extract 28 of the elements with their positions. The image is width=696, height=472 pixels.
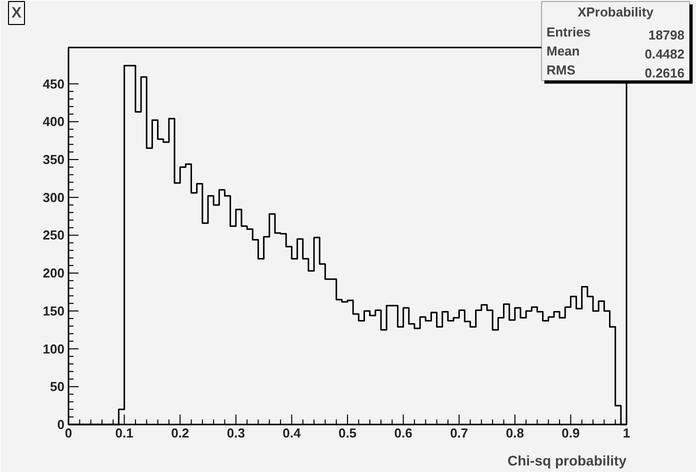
text: 0.2616 [644,66,685,80]
y-tick-label: 200 [42,266,65,281]
x-tick-label: 0.2 [171,426,190,440]
y-tick-label: 450 [42,76,65,92]
annotation: RMS [546,62,576,78]
x-tick-label: 0.5 [338,426,357,440]
chart-title: X [12,4,22,22]
y-tick-label: 100 [42,341,65,356]
x-tick-label: 0.1 [115,426,134,440]
y-tick-label: 150 [42,303,65,318]
y-tick-label: 400 [42,114,65,130]
x-tick-label: 0.8 [506,426,524,440]
x-tick-label: 0.7 [450,426,468,440]
x-tick-label: 0.6 [394,426,412,440]
text: 0.4482 [644,46,685,62]
x-tick-label: 0.9 [562,426,580,440]
x-tick-label: 1 [622,426,630,440]
y-tick-label: 50 [50,379,65,394]
x-axis-title: Chi-sq probability [508,452,627,468]
text: XProbability [578,4,654,20]
y-tick-label: 350 [42,152,65,168]
annotation: Mean [546,44,580,58]
text: 18798 [648,28,685,42]
x-tick-label: 0.3 [226,426,245,440]
x-tick-label: 0.4 [282,426,302,440]
y-tick-label: 250 [42,228,65,243]
text: Entries [546,24,591,40]
y-tick-label: 300 [42,190,65,205]
